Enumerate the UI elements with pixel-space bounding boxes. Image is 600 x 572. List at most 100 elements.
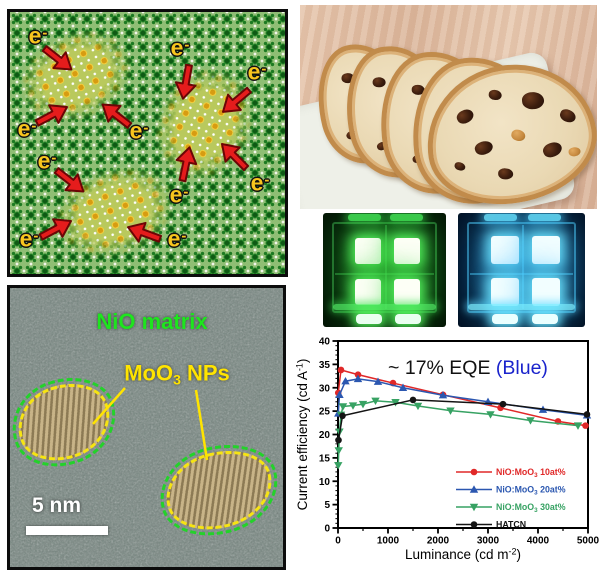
data-point	[438, 391, 448, 399]
electron-label: e-	[17, 115, 37, 142]
data-point	[358, 400, 368, 409]
x-axis-title: Luminance (cd m-2)	[405, 547, 521, 563]
raisin	[558, 107, 578, 124]
data-point	[335, 436, 342, 444]
contact-glow	[532, 314, 558, 324]
y-tick-label: 20	[319, 430, 331, 441]
contact-glow	[492, 314, 518, 324]
raisin	[472, 138, 494, 157]
oled-pixel	[532, 278, 560, 306]
data-point	[391, 399, 400, 407]
data-point	[446, 407, 455, 415]
data-point	[341, 377, 350, 385]
y-tick-label: 15	[319, 453, 331, 464]
raisin	[372, 77, 387, 88]
oled-pixel	[491, 236, 519, 264]
electron-arrow-icon	[101, 103, 133, 129]
electron-label: e-	[170, 34, 190, 61]
contact-glow	[528, 214, 561, 221]
x-tick-label: 4000	[527, 536, 550, 547]
legend-label: HATCN	[496, 520, 526, 530]
legend-entry: NiO:MoO3 30at%	[456, 502, 566, 514]
device-gridline	[470, 273, 573, 275]
data-point	[573, 422, 583, 430]
data-point	[582, 422, 589, 429]
legend-entry: HATCN	[456, 520, 526, 530]
scale-bar	[26, 526, 108, 535]
data-point	[353, 374, 363, 383]
contact-glow	[333, 304, 436, 310]
contact-glow	[348, 214, 381, 221]
data-point	[339, 412, 346, 420]
np-label-sub: 3	[173, 371, 181, 388]
raisin	[488, 89, 503, 101]
raisin	[510, 129, 527, 143]
data-point	[499, 400, 507, 408]
raisin	[453, 161, 467, 173]
electron-arrow-icon	[175, 146, 198, 183]
electron-arrow-icon	[53, 167, 85, 193]
raisin	[540, 139, 564, 161]
electron-label: e-	[19, 225, 39, 252]
annotation-lines	[92, 387, 209, 461]
electron-arrow-icon	[174, 63, 197, 100]
oled-photo-green	[323, 213, 446, 327]
y-tick-label: 40	[319, 337, 331, 348]
electron-arrow-icon	[41, 45, 73, 71]
data-point	[334, 447, 343, 455]
legend-entry: NiO:MoO3 20at%	[456, 485, 566, 497]
y-tick-label: 0	[324, 524, 330, 535]
oled-pixel	[532, 236, 560, 264]
electron-arrow-icon	[127, 221, 163, 243]
raisin	[454, 106, 476, 127]
data-point	[354, 371, 362, 378]
oled-pixel	[394, 279, 420, 305]
electron-label: e-	[250, 169, 270, 196]
y-tick-label: 25	[319, 407, 331, 418]
electron-arrow-icon	[34, 104, 69, 127]
contact-glow	[468, 304, 575, 310]
oled-pixel	[355, 238, 381, 264]
np-label-prefix: MoO	[124, 360, 174, 386]
electron-label: e-	[28, 22, 48, 49]
electron-arrow-icon	[221, 86, 252, 113]
device-frame	[332, 222, 437, 313]
y-axis-title: Current efficiency (cd A-1)	[296, 359, 310, 511]
contact-glow	[390, 214, 423, 221]
x-tick-label: 3000	[477, 536, 500, 547]
data-point	[486, 411, 495, 419]
data-point	[409, 396, 417, 404]
y-tick-label: 35	[319, 360, 331, 371]
x-tick-label: 1000	[377, 536, 400, 547]
raisin	[568, 146, 582, 158]
tem-matrix-label: NiO matrix	[96, 309, 208, 334]
electron-label: e-	[169, 181, 189, 208]
data-point	[526, 417, 535, 425]
data-point	[413, 402, 423, 411]
raisin	[521, 90, 545, 110]
data-point	[371, 397, 380, 406]
series	[335, 396, 591, 444]
data-point	[470, 521, 478, 528]
scale-bar-text: 5 nm	[32, 494, 82, 517]
contact-glow	[484, 214, 517, 221]
raisin	[497, 168, 514, 180]
electron-label: e-	[247, 58, 267, 85]
legend-label: NiO:MoO3 30at%	[496, 502, 566, 514]
contact-glow	[395, 314, 421, 324]
y-tick-label: 30	[319, 383, 331, 394]
schematic-panel: e-e-e-e-e-e-e-e-e-e-	[7, 9, 288, 277]
tem-panel: NiO matrix MoO3 NPs 5 nm	[7, 285, 286, 570]
oled-pixel	[394, 238, 420, 264]
device-gridline	[385, 225, 387, 309]
data-point	[348, 402, 358, 410]
data-point	[337, 366, 345, 374]
eqe-annotation: ~ 17% EQE (Blue)	[388, 357, 548, 379]
legend-label: NiO:MoO3 20at%	[496, 485, 566, 497]
x-tick-label: 0	[335, 536, 341, 547]
electron-label: e-	[129, 117, 149, 144]
data-point	[373, 377, 383, 385]
y-tick-label: 10	[319, 477, 331, 488]
data-point	[338, 403, 348, 411]
